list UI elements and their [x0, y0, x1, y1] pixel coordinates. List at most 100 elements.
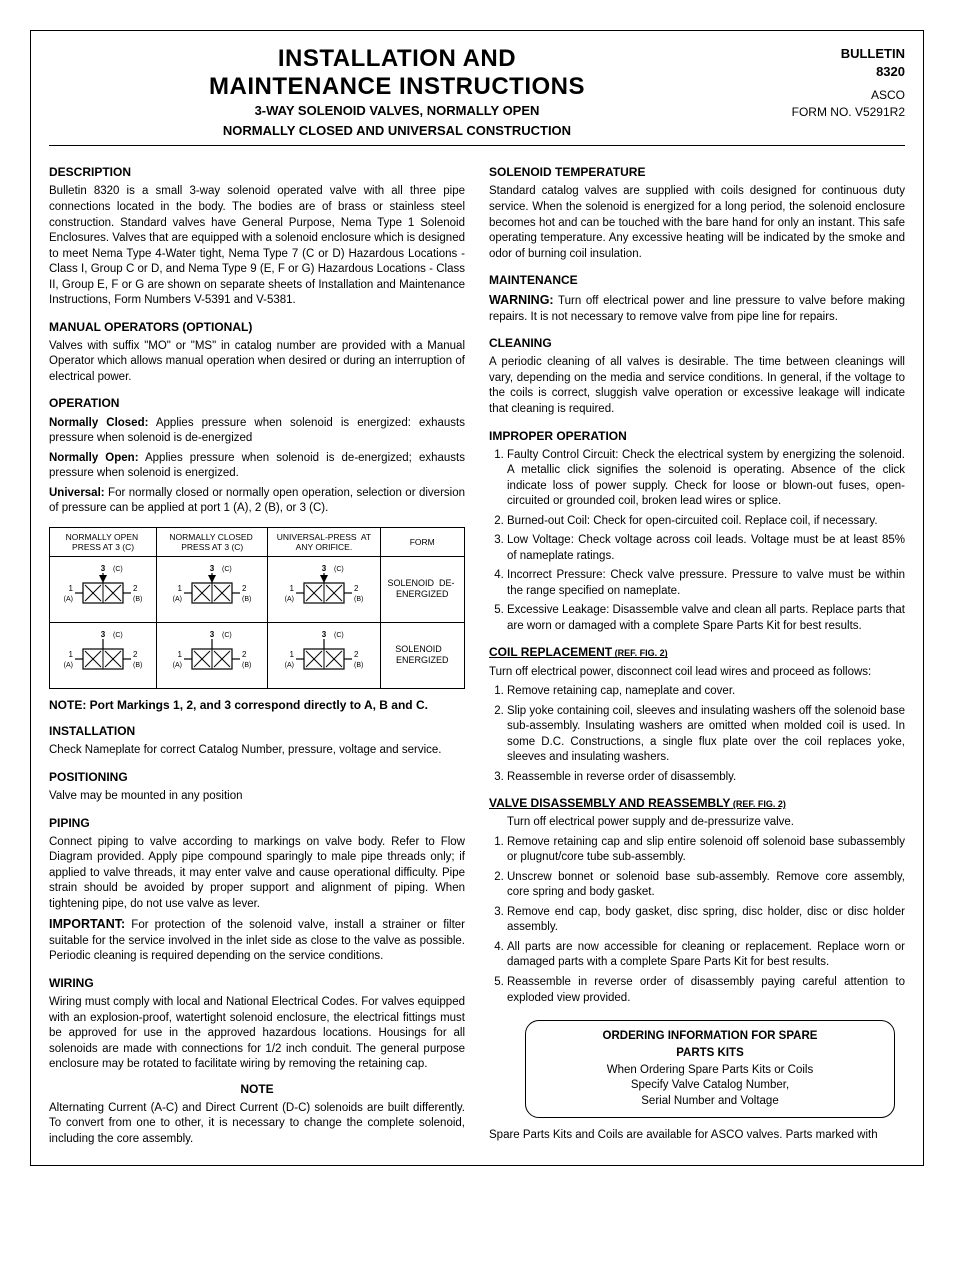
ordering-title-1: ORDERING INFORMATION FOR SPARE	[540, 1029, 880, 1044]
valve-schematic-icon: 3(C) 1(A) 2(B)	[284, 627, 364, 683]
list-item: All parts are now accessible for cleanin…	[507, 940, 905, 971]
page-frame: INSTALLATION AND MAINTENANCE INSTRUCTION…	[30, 30, 924, 1166]
heading-valve-disassembly: VALVE DISASSEMBLY AND REASSEMBLY (REF. F…	[489, 795, 905, 811]
heading-description: DESCRIPTION	[49, 164, 465, 180]
ordering-title-2: PARTS KITS	[540, 1046, 880, 1061]
svg-text:(C): (C)	[113, 566, 123, 573]
svg-text:2: 2	[354, 584, 359, 593]
heading-cleaning: CLEANING	[489, 335, 905, 351]
svg-text:1: 1	[178, 584, 183, 593]
list-item-label: Incorrect Pressure:	[507, 569, 606, 581]
svg-text:(C): (C)	[334, 566, 344, 573]
heading-wiring: WIRING	[49, 975, 465, 991]
svg-text:(A): (A)	[173, 662, 182, 669]
important-paragraph: IMPORTANT: For protection of the solenoi…	[49, 916, 465, 965]
manual-operators-text: Valves with suffix "MO" or "MS" in catal…	[49, 339, 465, 386]
wiring-text: Wiring must comply with local and Nation…	[49, 995, 465, 1073]
valve-schematic-icon: 3(C) 1(A) 2(B)	[172, 627, 252, 683]
list-item-label: Faulty Control Circuit:	[507, 449, 618, 461]
cleaning-text: A periodic cleaning of all valves is des…	[489, 355, 905, 417]
heading-solenoid-temperature: SOLENOID TEMPERATURE	[489, 164, 905, 180]
installation-text: Check Nameplate for correct Catalog Numb…	[49, 743, 465, 759]
svg-text:2: 2	[354, 650, 359, 659]
brand-name: ASCO	[755, 87, 905, 104]
coil-replacement-list: Remove retaining cap, nameplate and cove…	[507, 684, 905, 785]
svg-text:(B): (B)	[354, 662, 363, 669]
svg-text:2: 2	[242, 650, 247, 659]
list-item: Reassemble in reverse order of disassemb…	[507, 770, 905, 786]
list-item: Burned-out Coil: Check for open-circuite…	[507, 514, 905, 530]
disasm-heading-text: VALVE DISASSEMBLY AND REASSEMBLY	[489, 796, 730, 810]
positioning-text: Valve may be mounted in any position	[49, 789, 465, 805]
list-item: Faulty Control Circuit: Check the electr…	[507, 448, 905, 510]
operation-no: Normally Open: Applies pressure when sol…	[49, 451, 465, 482]
left-column: DESCRIPTION Bulletin 8320 is a small 3-w…	[49, 154, 465, 1151]
disasm-intro-text: Turn off electrical power supply and de-…	[507, 815, 905, 831]
svg-text:(B): (B)	[354, 596, 363, 603]
list-item-label: Excessive Leakage:	[507, 604, 609, 616]
form-cell-deenergized: SOLENOID DE- ENERGIZED	[380, 556, 464, 622]
list-item: Slip yoke containing coil, sleeves and i…	[507, 704, 905, 766]
heading-note: NOTE	[49, 1081, 465, 1097]
valve-schematic-icon: 3(C) 1(A) 2(B)	[284, 561, 364, 617]
svg-text:3: 3	[322, 630, 327, 639]
diagram-cell: 3(C) 1(A) 2(B)	[157, 556, 268, 622]
coil-ref-fig: (REF. FIG. 2)	[612, 648, 668, 658]
svg-text:(B): (B)	[242, 596, 251, 603]
diagram-header-no: NORMALLY OPEN PRESS AT 3 (C)	[50, 527, 157, 556]
svg-text:(C): (C)	[222, 566, 232, 573]
heading-positioning: POSITIONING	[49, 769, 465, 785]
operation-u-text: For normally closed or normally open ope…	[49, 487, 465, 515]
svg-text:(C): (C)	[113, 632, 123, 639]
note-text: Alternating Current (A-C) and Direct Cur…	[49, 1101, 465, 1148]
svg-text:2: 2	[133, 650, 138, 659]
diagram-cell: 3(C) 1(A) 2(B)	[268, 556, 380, 622]
operation-nc: Normally Closed: Applies pressure when s…	[49, 416, 465, 447]
title-line-1: INSTALLATION AND	[49, 45, 745, 73]
heading-installation: INSTALLATION	[49, 723, 465, 739]
form-cell-energized: SOLENOID ENERGIZED	[380, 622, 464, 688]
ordering-info-box: ORDERING INFORMATION FOR SPARE PARTS KIT…	[525, 1020, 895, 1118]
operation-universal: Universal: For normally closed or normal…	[49, 486, 465, 517]
table-row: 3 (C) 1 (A) 2 (B)	[50, 556, 465, 622]
list-item: Unscrew bonnet or solenoid base sub-asse…	[507, 870, 905, 901]
list-item: Remove retaining cap, nameplate and cove…	[507, 684, 905, 700]
subtitle-line-1: 3-WAY SOLENOID VALVES, NORMALLY OPEN	[49, 102, 745, 120]
form-number: FORM NO. V5291R2	[755, 104, 905, 121]
diagram-header-form: FORM	[380, 527, 464, 556]
important-label: IMPORTANT:	[49, 917, 125, 931]
svg-text:2: 2	[242, 584, 247, 593]
svg-text:1: 1	[178, 650, 183, 659]
svg-text:3: 3	[101, 630, 106, 639]
description-text: Bulletin 8320 is a small 3-way solenoid …	[49, 184, 465, 308]
port-markings-note: NOTE: Port Markings 1, 2, and 3 correspo…	[49, 697, 465, 713]
ordering-line-3: Serial Number and Voltage	[540, 1094, 880, 1110]
content-columns: DESCRIPTION Bulletin 8320 is a small 3-w…	[49, 154, 905, 1151]
heading-improper-operation: IMPROPER OPERATION	[489, 428, 905, 444]
disasm-ref-fig: (REF. FIG. 2)	[730, 799, 786, 809]
flow-diagram-table: NORMALLY OPEN PRESS AT 3 (C) NORMALLY CL…	[49, 527, 465, 689]
coil-intro-text: Turn off electrical power, disconnect co…	[489, 665, 905, 681]
svg-text:(C): (C)	[334, 632, 344, 639]
heading-piping: PIPING	[49, 815, 465, 831]
diagram-cell: 3(C) 1 (A) 2 (B)	[50, 556, 157, 622]
valve-schematic-icon: 3(C) 1(A) 2(B)	[172, 561, 252, 617]
svg-text:2: 2	[133, 584, 138, 593]
svg-text:3: 3	[101, 564, 106, 573]
list-item: Remove retaining cap and slip entire sol…	[507, 835, 905, 866]
table-row: NORMALLY OPEN PRESS AT 3 (C) NORMALLY CL…	[50, 527, 465, 556]
operation-no-label: Normally Open:	[49, 452, 139, 464]
operation-u-label: Universal:	[49, 487, 105, 499]
list-item-text: Check for open-circuited coil. Replace c…	[590, 515, 877, 527]
improper-operation-list: Faulty Control Circuit: Check the electr…	[507, 448, 905, 635]
spare-parts-footer: Spare Parts Kits and Coils are available…	[489, 1128, 905, 1144]
right-column: SOLENOID TEMPERATURE Standard catalog va…	[489, 154, 905, 1151]
bulletin-label: BULLETIN	[755, 45, 905, 63]
bulletin-number: 8320	[755, 63, 905, 81]
heading-manual-operators: MANUAL OPERATORS (OPTIONAL)	[49, 319, 465, 335]
svg-text:(A): (A)	[173, 596, 182, 603]
valve-schematic-icon: 3(C) 1 (A) 2 (B)	[63, 561, 143, 617]
heading-maintenance: MAINTENANCE	[489, 272, 905, 288]
svg-text:(A): (A)	[285, 596, 294, 603]
list-item-label: Burned-out Coil:	[507, 515, 590, 527]
